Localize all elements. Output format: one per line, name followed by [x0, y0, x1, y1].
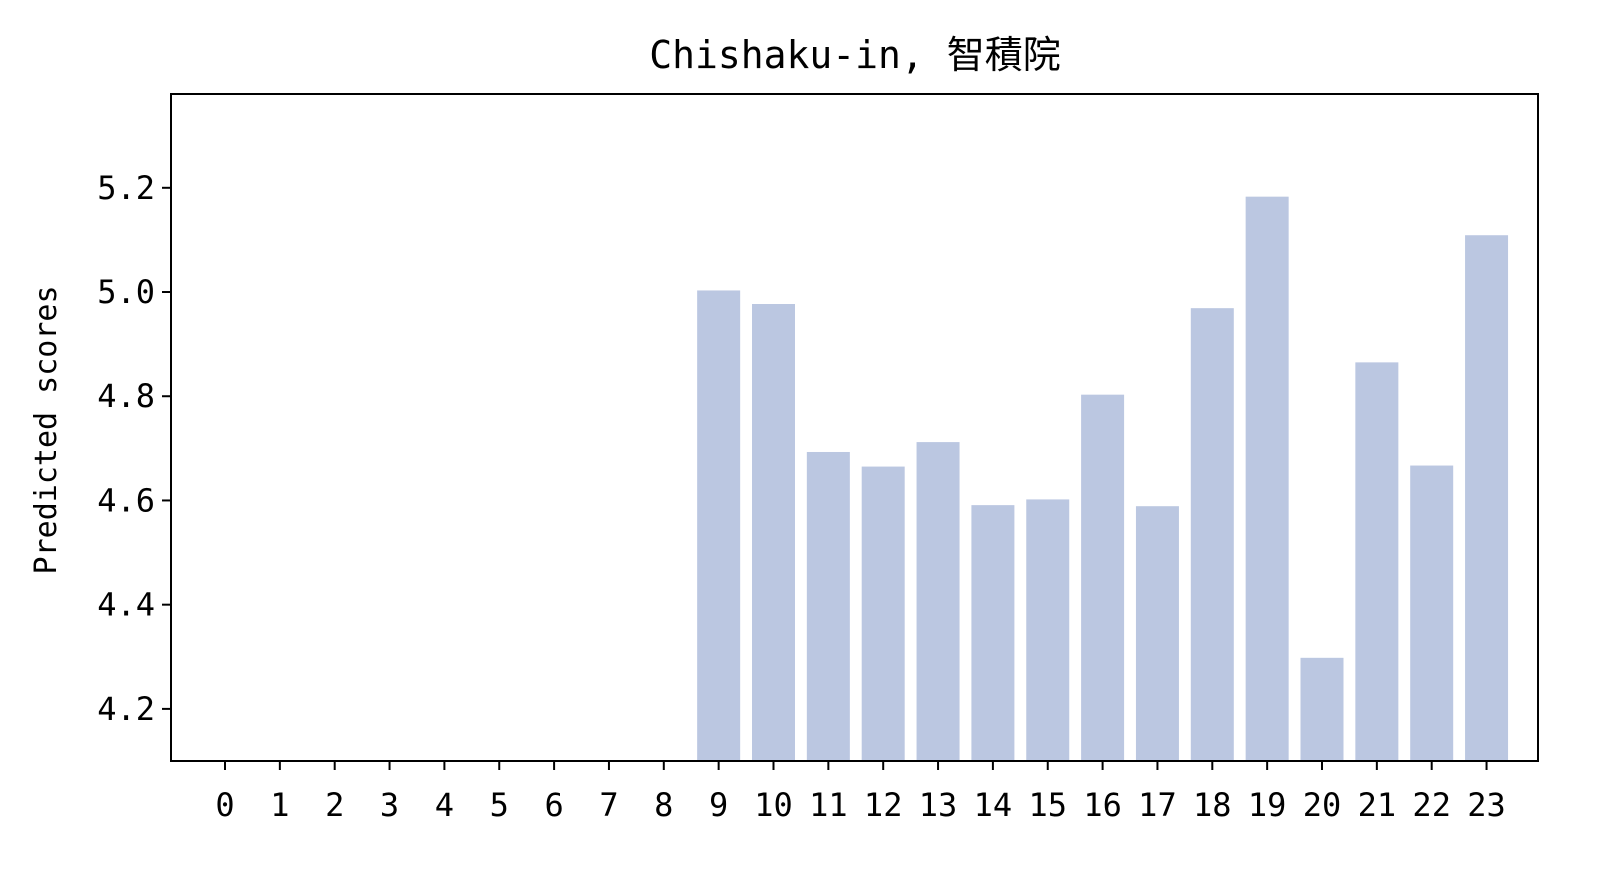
x-tick-label-16: 16: [1083, 786, 1122, 824]
x-tick-label-0: 0: [215, 786, 234, 824]
x-tick-label-3: 3: [380, 786, 399, 824]
bar-17: [1136, 506, 1179, 761]
bar-16: [1081, 395, 1124, 761]
x-tick-label-19: 19: [1248, 786, 1287, 824]
y-tick-label-4.4: 4.4: [97, 586, 155, 624]
bar-15: [1026, 499, 1069, 761]
x-tick-label-18: 18: [1193, 786, 1232, 824]
x-tick-label-10: 10: [754, 786, 793, 824]
x-tick-label-4: 4: [435, 786, 454, 824]
x-tick-label-14: 14: [974, 786, 1013, 824]
y-ticks-group: 4.2 4.4 4.6 4.8 5.0 5.2: [97, 169, 171, 728]
bar-19: [1246, 197, 1289, 761]
x-tick-label-5: 5: [490, 786, 509, 824]
bars-group: [697, 197, 1508, 761]
y-axis-label: Predicted scores: [29, 286, 64, 575]
x-tick-label-21: 21: [1358, 786, 1397, 824]
x-tick-label-20: 20: [1303, 786, 1342, 824]
x-tick-label-12: 12: [864, 786, 903, 824]
x-tick-label-22: 22: [1412, 786, 1451, 824]
x-tick-label-7: 7: [599, 786, 618, 824]
bar-20: [1301, 658, 1344, 761]
x-tick-label-15: 15: [1028, 786, 1067, 824]
bar-23: [1465, 235, 1508, 761]
x-tick-label-17: 17: [1138, 786, 1177, 824]
y-tick-label-4.6: 4.6: [97, 481, 155, 519]
x-tick-label-2: 2: [325, 786, 344, 824]
bar-10: [752, 304, 795, 761]
x-tick-label-11: 11: [809, 786, 848, 824]
y-tick-label-4.2: 4.2: [97, 690, 155, 728]
bar-21: [1355, 362, 1398, 761]
bar-22: [1410, 466, 1453, 761]
y-tick-label-4.8: 4.8: [97, 377, 155, 415]
x-tick-label-13: 13: [919, 786, 958, 824]
x-ticks-group: 0 1 2 3 4 5 6 7 8 9 10 11 12 13 14 15 16 17 18 19 20 21 22 23: [215, 761, 1505, 824]
bar-9: [697, 290, 740, 761]
chart-title: Chishaku-in, 智積院: [649, 33, 1060, 77]
bar-18: [1191, 308, 1234, 761]
bar-14: [971, 505, 1014, 761]
bar-12: [862, 467, 905, 761]
x-tick-label-9: 9: [709, 786, 728, 824]
bar-13: [917, 442, 960, 761]
bar-11: [807, 452, 850, 761]
x-tick-label-6: 6: [544, 786, 563, 824]
x-tick-label-23: 23: [1467, 786, 1506, 824]
x-tick-label-8: 8: [654, 786, 673, 824]
y-tick-label-5.0: 5.0: [97, 273, 155, 311]
x-tick-label-1: 1: [270, 786, 289, 824]
y-tick-label-5.2: 5.2: [97, 169, 155, 207]
